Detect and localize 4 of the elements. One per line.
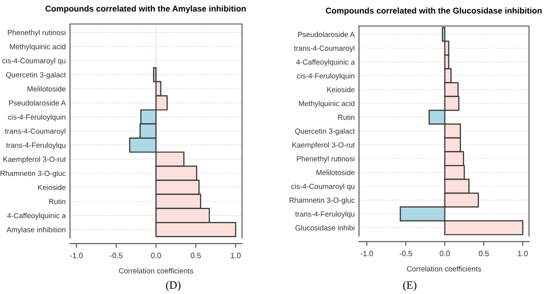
chart-title: Compounds correlated with the Glucosidase inhibition [326,7,542,16]
text: (E) [403,280,416,292]
chart-title: Compounds correlated with the Amylase inhibition [45,5,246,14]
text: (D) [166,280,180,292]
